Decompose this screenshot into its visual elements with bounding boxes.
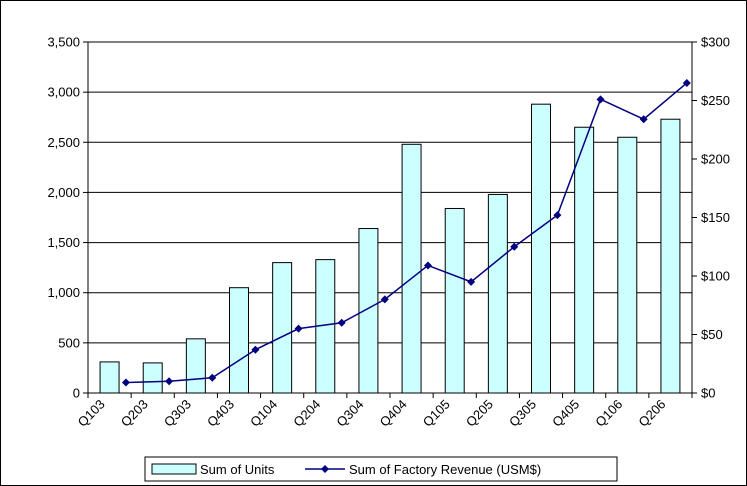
left-tick-label: 0 xyxy=(73,386,80,401)
revenue-point-q105 xyxy=(467,277,476,286)
bar-series xyxy=(99,103,681,394)
left-tick-label: 2,500 xyxy=(47,135,80,150)
right-tick-label: $250 xyxy=(701,93,730,108)
revenue-point-q206 xyxy=(682,78,691,87)
bar-q304 xyxy=(358,228,379,394)
right-tick-label: $0 xyxy=(701,386,715,401)
revenue-point-q203 xyxy=(165,377,174,386)
legend-bar-swatch xyxy=(151,463,197,475)
legend: Sum of Units Sum of Factory Revenue (USM… xyxy=(144,456,618,482)
bar-q203 xyxy=(142,362,163,394)
bar-q305 xyxy=(531,103,551,394)
revenue-point-q305 xyxy=(553,211,562,220)
revenue-point-q204 xyxy=(337,318,346,327)
bar-q205 xyxy=(487,193,508,394)
axes xyxy=(83,41,697,398)
right-tick-label: $200 xyxy=(701,152,730,167)
revenue-point-q405 xyxy=(596,95,605,104)
revenue-line xyxy=(125,82,688,384)
legend-box xyxy=(144,456,618,482)
revenue-point-q205 xyxy=(510,242,519,251)
bar-q106 xyxy=(617,136,638,394)
left-tick-label: 2,000 xyxy=(47,185,80,200)
bar-q405 xyxy=(574,126,595,394)
revenue-point-q103 xyxy=(121,378,130,387)
legend-diamond-marker xyxy=(321,465,329,473)
revenue-point-q403 xyxy=(251,345,260,354)
revenue-point-q304 xyxy=(380,295,389,304)
bar-q404 xyxy=(401,143,422,394)
revenue-point-q303 xyxy=(208,373,217,382)
left-tick-label: 1,500 xyxy=(47,235,80,250)
line-series xyxy=(121,78,691,387)
bar-q103 xyxy=(99,361,120,394)
right-tick-label: $150 xyxy=(701,210,730,225)
right-tick-label: $300 xyxy=(701,35,730,50)
right-tick-label: $100 xyxy=(701,269,730,284)
left-tick-label: 500 xyxy=(58,335,80,350)
left-tick-label: 1,000 xyxy=(47,285,80,300)
left-tick-label: 3,500 xyxy=(47,35,80,50)
revenue-point-q404 xyxy=(423,261,432,270)
bar-q104 xyxy=(272,262,293,394)
right-tick-label: $50 xyxy=(701,327,723,342)
bar-q105 xyxy=(444,207,465,394)
revenue-point-q104 xyxy=(294,324,303,333)
legend-label-units: Sum of Units xyxy=(200,462,275,477)
bar-q303 xyxy=(185,338,206,394)
revenue-point-q106 xyxy=(639,115,648,124)
left-tick-label: 3,000 xyxy=(47,85,80,100)
bar-q206 xyxy=(660,118,681,394)
legend-label-revenue: Sum of Factory Revenue (USM$) xyxy=(349,462,541,477)
bar-q403 xyxy=(229,287,249,394)
